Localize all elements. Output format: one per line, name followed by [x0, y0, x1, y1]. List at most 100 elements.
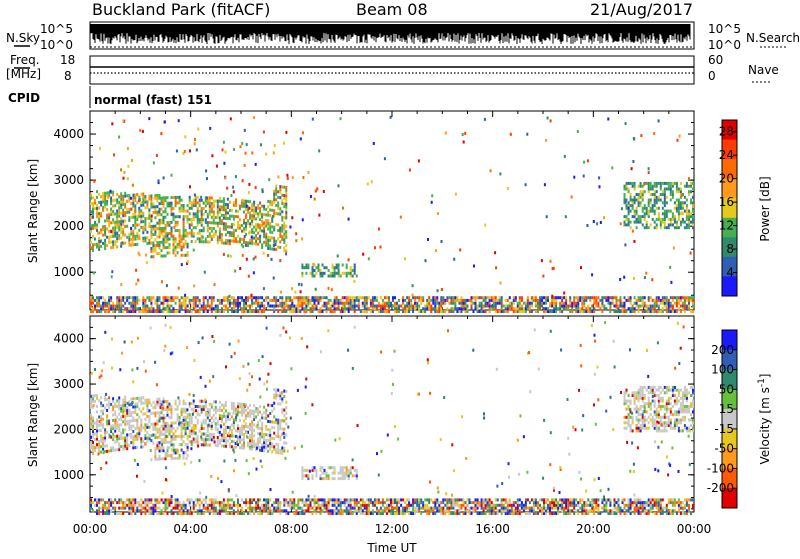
heatmap-cell [302, 218, 304, 221]
heatmap-cell [154, 428, 156, 431]
heatmap-cell [112, 229, 114, 232]
heatmap-cell [179, 457, 181, 460]
heatmap-cell [445, 132, 447, 135]
heatmap-cell [110, 230, 112, 233]
heatmap-cell [664, 204, 666, 207]
heatmap-cell [233, 215, 235, 218]
heatmap-cell [269, 428, 271, 431]
heatmap-cell [406, 296, 408, 299]
heatmap-cell [384, 296, 386, 299]
heatmap-cell [495, 305, 497, 308]
heatmap-cell [124, 242, 126, 245]
heatmap-cell [682, 296, 684, 299]
heatmap-cell [94, 305, 96, 308]
heatmap-cell [501, 307, 503, 310]
heatmap-cell [609, 302, 611, 305]
heatmap-cell [102, 209, 104, 212]
heatmap-cell [251, 217, 253, 220]
heatmap-cell [203, 227, 205, 230]
heatmap-cell [185, 432, 187, 435]
heatmap-cell [130, 428, 132, 431]
heatmap-cell [126, 194, 128, 197]
heatmap-cell [96, 212, 98, 215]
heatmap-cell [167, 405, 169, 408]
heatmap-cell [102, 296, 104, 299]
heatmap-cell [289, 307, 291, 310]
heatmap-cell [165, 425, 167, 428]
heatmap-cell [273, 426, 275, 429]
heatmap-cell [454, 305, 456, 308]
heatmap-cell [489, 305, 491, 308]
heatmap-cell [124, 203, 126, 206]
heatmap-cell [471, 296, 473, 299]
heatmap-cell [668, 182, 670, 185]
heatmap-cell [233, 223, 235, 226]
heatmap-cell [122, 223, 124, 226]
heatmap-cell [662, 207, 664, 210]
heatmap-cell [163, 246, 165, 249]
heatmap-cell [550, 260, 552, 263]
heatmap-cell [446, 299, 448, 302]
heatmap-cell [654, 193, 656, 196]
heatmap-cell [159, 447, 161, 450]
heatmap-cell [146, 217, 148, 220]
heatmap-cell [549, 302, 551, 305]
heatmap-cell [96, 435, 98, 438]
heatmap-cell [587, 159, 589, 162]
heatmap-cell [426, 307, 428, 310]
heatmap-cell [640, 185, 642, 188]
heatmap-cell [197, 438, 199, 441]
heatmap-cell [285, 186, 287, 189]
heatmap-cell [132, 436, 134, 439]
heatmap-cell [243, 238, 245, 241]
heatmap-cell [253, 415, 255, 418]
heatmap-cell [183, 410, 185, 413]
heatmap-cell [154, 458, 156, 461]
heatmap-cell [150, 250, 152, 253]
heatmap-cell [211, 197, 213, 200]
heatmap-cell [171, 443, 173, 446]
heatmap-cell [688, 223, 690, 226]
heatmap-cell [633, 240, 635, 243]
heatmap-cell [114, 430, 116, 433]
heatmap-cell [285, 433, 287, 436]
heatmap-cell [134, 411, 136, 414]
heatmap-cell [154, 414, 156, 417]
heatmap-cell [235, 204, 237, 207]
heatmap-cell [501, 296, 503, 299]
heatmap-cell [94, 449, 96, 452]
heatmap-cell [120, 415, 122, 418]
heatmap-cell [545, 302, 547, 305]
heatmap-cell [269, 299, 271, 302]
heatmap-cell [318, 266, 320, 269]
heatmap-cell [163, 397, 165, 400]
heatmap-cell [312, 474, 314, 477]
heatmap-cell [650, 185, 652, 188]
heatmap-cell [152, 406, 154, 409]
heatmap-cell [140, 201, 142, 204]
heatmap-cell [171, 207, 173, 210]
heatmap-cell [354, 266, 356, 269]
heatmap-cell [328, 302, 330, 305]
heatmap-cell [261, 310, 263, 313]
heatmap-cell [281, 307, 283, 310]
heatmap-cell [420, 310, 422, 313]
heatmap-cell [163, 230, 165, 233]
heatmap-cell [243, 411, 245, 414]
heatmap-cell [616, 299, 618, 302]
heatmap-cell [169, 251, 171, 254]
heatmap-cell [632, 201, 634, 204]
heatmap-cell [307, 302, 309, 305]
heatmap-cell [644, 204, 646, 207]
heatmap-cell [374, 305, 376, 308]
heatmap-cell [136, 438, 138, 441]
heatmap-cell [134, 193, 136, 196]
heatmap-cell [336, 266, 338, 269]
heatmap-cell [438, 310, 440, 313]
heatmap-cell [177, 310, 179, 313]
heatmap-cell [676, 210, 678, 213]
heatmap-cell [118, 237, 120, 240]
heatmap-cell [111, 275, 113, 278]
heatmap-cell [134, 209, 136, 212]
